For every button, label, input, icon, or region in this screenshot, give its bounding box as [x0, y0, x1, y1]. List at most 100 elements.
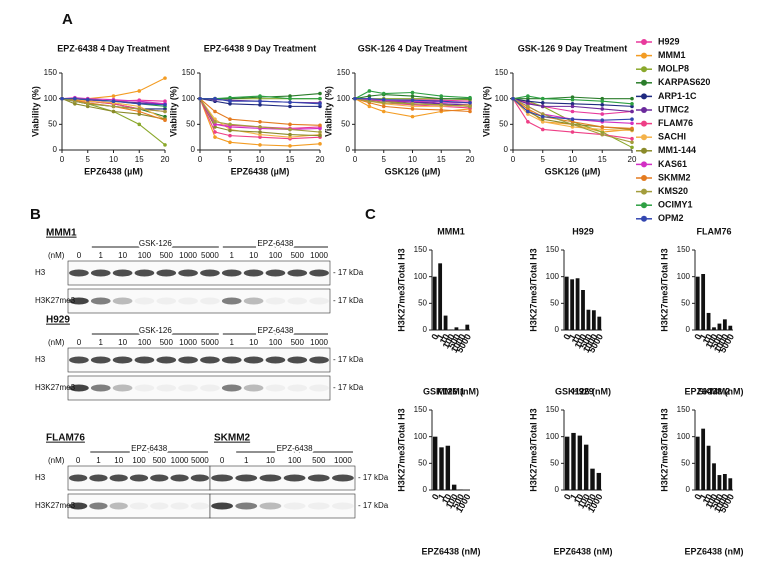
group-label: GSK-126	[139, 326, 172, 335]
blot-band	[190, 502, 209, 510]
x-axis-label: EPZ6438 (nM)	[553, 546, 612, 556]
data-point	[288, 132, 292, 137]
lane-label: 10	[118, 251, 127, 260]
data-point	[198, 96, 202, 101]
data-point	[410, 94, 415, 98]
x-tick-label: 5	[382, 155, 387, 164]
blot-band	[259, 502, 282, 510]
x-axis-label: GSK126 (µM)	[385, 166, 441, 176]
bar	[432, 436, 438, 490]
series-line	[512, 98, 633, 113]
data-point	[163, 76, 167, 80]
blot-band	[150, 474, 169, 482]
x-tick-label: 15	[437, 155, 446, 164]
data-point	[468, 100, 472, 105]
y-tick-label: 100	[546, 432, 560, 441]
blot-frame	[209, 465, 356, 491]
x-tick-label: 0	[562, 492, 573, 501]
series-line	[199, 98, 321, 138]
data-point	[73, 99, 77, 104]
data-point	[137, 99, 142, 104]
legend-label: MMM1	[658, 50, 686, 60]
data-point	[540, 104, 545, 109]
chart-title: EPZ-6438 4 Day Treatment	[57, 43, 170, 53]
blot-band	[178, 297, 198, 305]
x-tick-label: 10	[438, 332, 452, 346]
blot-band	[69, 297, 89, 305]
y-tick-label: 150	[414, 405, 428, 414]
lane-label: 10	[249, 338, 258, 347]
data-point	[228, 102, 232, 106]
series-line	[199, 98, 321, 147]
x-axis-label: EPZ6438 (µM)	[84, 166, 143, 176]
data-point	[213, 135, 217, 139]
blot-title: FLAM76	[46, 433, 85, 444]
data-point	[526, 107, 530, 111]
legend-label: KAS61	[658, 159, 687, 169]
blot-band	[129, 502, 149, 510]
data-point	[137, 122, 142, 127]
group-label: GSK-126	[139, 239, 172, 248]
series-line	[355, 98, 471, 104]
x-tick-label: 0	[60, 155, 65, 164]
blot-band	[200, 384, 220, 392]
bar	[583, 444, 589, 490]
bar	[564, 436, 570, 490]
data-point	[85, 104, 90, 109]
data-point	[213, 96, 217, 101]
bar	[454, 327, 459, 330]
data-point	[468, 95, 472, 100]
size-marker: - 17 kDa	[333, 268, 364, 277]
lane-label: 5000	[201, 338, 219, 347]
data-point	[600, 130, 605, 134]
lane-label: 1	[96, 456, 101, 465]
data-point	[111, 94, 116, 98]
y-tick-label: 150	[495, 68, 509, 77]
legend-label: ARP1-1C	[658, 91, 697, 101]
data-point	[258, 94, 262, 98]
legend-label: MM1-144	[658, 145, 696, 155]
y-axis-label: Viability (%)	[30, 86, 40, 137]
bar	[564, 276, 569, 330]
x-axis-label: GSK126 (nM)	[423, 386, 479, 396]
bar	[451, 484, 457, 490]
data-point	[258, 143, 262, 147]
blot-band	[69, 356, 89, 364]
data-point	[318, 133, 322, 138]
lane-label: 100	[269, 338, 283, 347]
blot-band	[69, 384, 89, 392]
lane-label: 1	[99, 251, 104, 260]
data-point	[600, 132, 605, 137]
blot-band	[265, 269, 286, 277]
chart-title: SKMM2	[698, 386, 731, 396]
data-point	[288, 100, 292, 105]
bar	[722, 474, 727, 490]
data-point	[213, 119, 217, 124]
data-point	[630, 104, 634, 109]
y-tick-label: 150	[546, 245, 560, 254]
legend-label: SACHI	[658, 132, 686, 142]
y-tick-label: 0	[504, 145, 509, 154]
data-point	[137, 104, 142, 109]
blot-band	[332, 502, 354, 510]
data-point	[111, 104, 116, 109]
data-point	[111, 109, 116, 114]
bar	[717, 323, 722, 330]
lane-label: 10	[118, 338, 127, 347]
bar	[695, 276, 700, 330]
series-line	[199, 98, 321, 131]
blot-band	[283, 502, 306, 510]
blot-band	[90, 356, 111, 364]
data-point	[570, 130, 575, 134]
bar	[701, 428, 706, 490]
lane-label: 5000	[201, 251, 219, 260]
data-point	[570, 97, 575, 102]
y-tick-label: 100	[337, 94, 351, 103]
x-tick-label: 20	[161, 155, 170, 164]
blot-band	[112, 297, 133, 305]
x-tick-label: 0	[692, 332, 703, 341]
data-point	[258, 130, 262, 134]
data-point	[600, 107, 605, 111]
lane-label: 500	[312, 456, 326, 465]
y-axis-label: H3K27me3/Total H3	[396, 248, 406, 331]
